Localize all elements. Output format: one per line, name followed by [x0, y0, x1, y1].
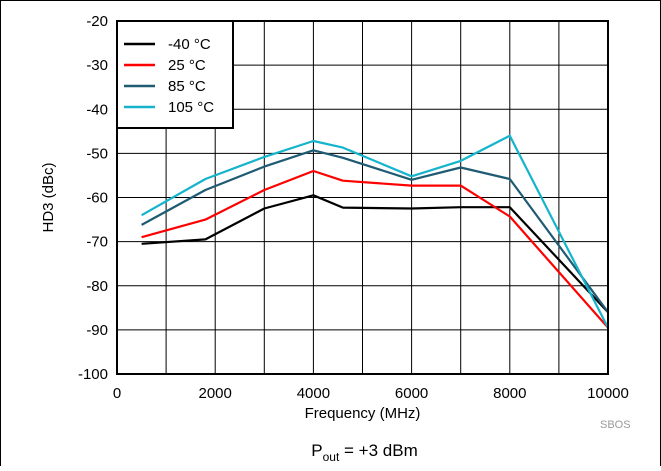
legend-label-3: 105 °C: [168, 99, 214, 116]
x-tick-label: 6000: [395, 385, 428, 402]
legend-items: -40 °C 25 °C 85 °C 105 °C: [124, 36, 214, 116]
caption-rest: = +3 dBm: [339, 441, 417, 460]
y-tick-label: -20: [86, 13, 108, 30]
x-tick-label: 4000: [297, 385, 330, 402]
y-tick-label: -100: [78, 366, 108, 383]
legend-label-1: 25 °C: [168, 57, 206, 74]
legend-label-0: -40 °C: [168, 36, 211, 53]
y-tick-label: -80: [86, 278, 108, 295]
plot-border: [116, 20, 609, 375]
caption-main: P: [311, 441, 322, 460]
y-tick-label: -60: [86, 190, 108, 207]
x-tick-label: 0: [113, 385, 121, 402]
watermark-text: SBOS: [600, 419, 631, 431]
y-tick-label: -90: [86, 322, 108, 339]
x-axis-label: Frequency (MHz): [305, 405, 421, 422]
caption: Pout = +3 dBm: [311, 441, 417, 464]
series-line-2: [141, 149, 609, 313]
x-tick-label: 2000: [199, 385, 232, 402]
series-line-0: [141, 194, 609, 313]
x-tick-label: 8000: [493, 385, 526, 402]
series-layer: [141, 134, 609, 329]
legend-box: [116, 20, 234, 129]
y-tick-label: -40: [86, 101, 108, 118]
series-line-3: [141, 134, 609, 329]
tick-label-layer: 0 2000 4000 6000 8000 10000 -20 -30 -40 -50 -60 -70…: [78, 13, 629, 402]
y-tick-label: -70: [86, 234, 108, 251]
y-tick-label: -50: [86, 145, 108, 162]
legend: -40 °C 25 °C 85 °C 105 °C: [116, 20, 234, 129]
y-axis-label: HD3 (dBc): [40, 162, 57, 232]
series-line-1: [141, 169, 609, 329]
caption-subscript: out: [323, 450, 340, 464]
legend-label-2: 85 °C: [168, 78, 206, 95]
y-tick-label: -30: [86, 57, 108, 74]
x-tick-label: 10000: [587, 385, 629, 402]
